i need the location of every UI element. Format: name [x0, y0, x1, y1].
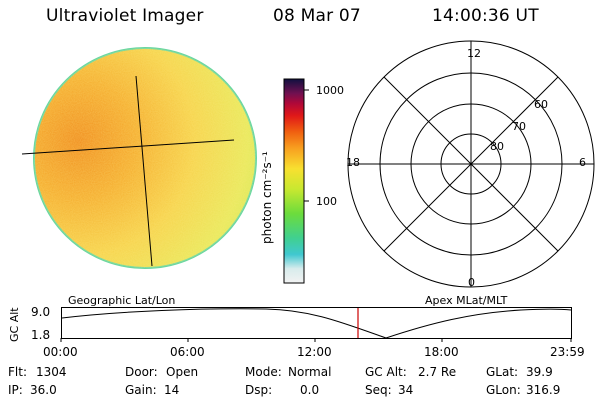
status-door-label: Door:	[125, 365, 158, 379]
altitude-curve	[61, 308, 572, 339]
disk-texture	[34, 48, 256, 268]
status-seq-label: Seq:	[365, 383, 392, 397]
timeline-y-tick-1-8: 1.8	[31, 328, 51, 342]
image-time: 14:00:36 UT	[432, 6, 539, 26]
status-glat-label: GLat:	[486, 365, 519, 379]
status-door-value: Open	[166, 365, 199, 379]
status-glon-value: 316.9	[526, 383, 561, 397]
timeline-x-tick-1200: 12:00	[297, 345, 332, 359]
status-ip-value: 36.0	[30, 383, 57, 397]
status-gain-label: Gain:	[125, 383, 157, 397]
status-glon-label: GLon:	[486, 383, 521, 397]
timeline-x-tick-0000: 00:00	[43, 345, 78, 359]
lat-label-80: 80	[490, 140, 504, 153]
uv-disk-image	[21, 47, 257, 269]
status-flt-value: 1304	[36, 365, 67, 379]
status-flt-label: Flt:	[8, 365, 27, 379]
status-mode-label: Mode:	[245, 365, 282, 379]
instrument-title: Ultraviolet Imager	[46, 6, 204, 26]
colorbar-tick-100: 100	[316, 195, 337, 208]
timeline-left-title: Geographic Lat/Lon	[68, 294, 176, 307]
status-gain-value: 14	[164, 383, 180, 397]
colorbar-tick-1000: 1000	[316, 84, 344, 97]
mlt-label-0: 0	[468, 276, 475, 289]
image-date: 08 Mar 07	[273, 6, 361, 26]
disk-gridline-horizontal	[21, 139, 235, 155]
altitude-timeline	[60, 307, 572, 342]
colorbar	[283, 78, 309, 284]
mlt-label-6: 6	[579, 156, 586, 169]
timeline-x-tick-0600: 06:00	[170, 345, 205, 359]
polar-plot	[347, 40, 595, 288]
status-dsp-value: 0.0	[300, 383, 320, 397]
status-gcalt-value: 2.7 Re	[418, 365, 457, 379]
status-seq-value: 34	[398, 383, 414, 397]
disk-gridline-vertical	[135, 75, 153, 267]
lat-label-60: 60	[534, 98, 548, 111]
mlt-label-12: 12	[467, 47, 481, 60]
colorbar-unit-label: photon cm⁻²s⁻¹	[260, 151, 274, 244]
timeline-y-axis-label: GC Alt	[8, 307, 21, 342]
status-mode-value: Normal	[288, 365, 332, 379]
timeline-x-tick-1800: 18:00	[424, 345, 459, 359]
status-glat-value: 39.9	[526, 365, 553, 379]
timeline-right-title: Apex MLat/MLT	[425, 294, 508, 307]
timeline-x-tick-2359: 23:59	[550, 345, 585, 359]
mlt-label-18: 18	[346, 156, 360, 169]
timeline-y-tick-9: 9.0	[31, 305, 51, 319]
lat-label-70: 70	[512, 120, 526, 133]
status-ip-label: IP:	[8, 383, 23, 397]
status-dsp-label: Dsp:	[245, 383, 273, 397]
status-gcalt-label: GC Alt:	[365, 365, 407, 379]
